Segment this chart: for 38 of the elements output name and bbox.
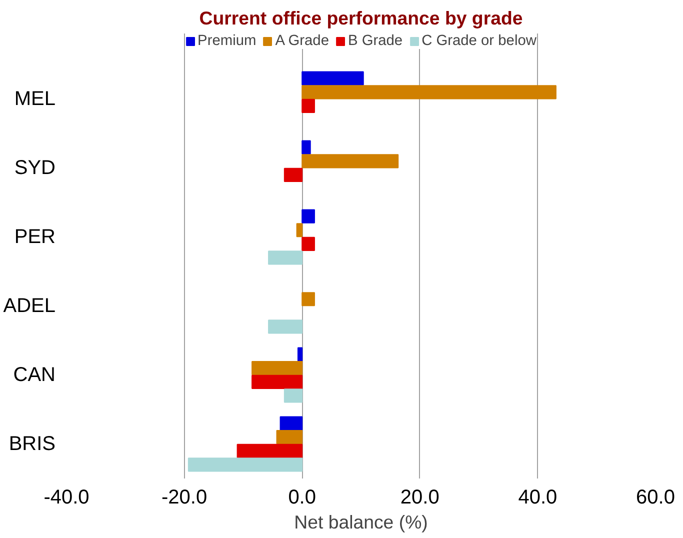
bar <box>302 154 399 168</box>
bar <box>276 430 303 444</box>
x-tick-label: -40.0 <box>44 486 90 508</box>
y-tick-label: ADEL <box>3 295 56 318</box>
bar <box>302 209 315 224</box>
bar <box>302 98 315 113</box>
x-tick-label: 20.0 <box>400 486 440 508</box>
bar <box>284 388 303 403</box>
x-axis-title: Net balance (%) <box>294 512 428 532</box>
bar <box>268 250 303 265</box>
y-tick-label: PER <box>14 226 56 248</box>
bar <box>252 361 303 376</box>
x-tick-label: 0.0 <box>288 486 316 508</box>
x-tick-label: 60.0 <box>636 486 675 508</box>
bar <box>302 292 315 306</box>
y-tick-label: MEL <box>14 88 56 110</box>
bar <box>236 444 303 458</box>
bar <box>302 85 556 100</box>
legend-label: Premium <box>198 33 256 49</box>
y-tick-label: SYD <box>14 157 56 180</box>
y-tick-label: CAN <box>13 364 56 386</box>
bar <box>297 347 303 362</box>
bar <box>188 458 303 472</box>
x-tick-label: 40.0 <box>518 486 558 508</box>
bar <box>280 416 303 430</box>
legend-label: A Grade <box>275 33 329 49</box>
bar <box>302 236 315 251</box>
x-tick-label: -20.0 <box>162 486 208 508</box>
bar <box>268 320 303 334</box>
bar <box>252 374 303 389</box>
bar <box>302 71 364 86</box>
y-tick-label: BRIS <box>8 433 56 456</box>
bar <box>296 223 303 238</box>
legend-label: B Grade <box>348 33 403 49</box>
bar <box>302 140 311 154</box>
bar <box>284 168 303 182</box>
legend-label: C Grade or below <box>422 33 536 49</box>
chart-title: Current office performance by grade <box>199 8 523 28</box>
